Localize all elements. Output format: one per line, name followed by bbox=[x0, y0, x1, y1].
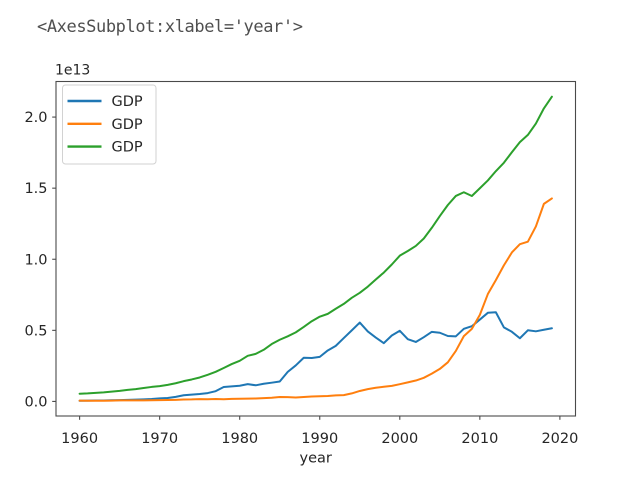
y-tick-label: 0.5 bbox=[24, 323, 47, 339]
x-axis-ticks: 1960 1970 1980 1990 2000 2010 2020 bbox=[61, 416, 578, 447]
x-tick-label: 1960 bbox=[61, 431, 98, 447]
legend-entry-label: GDP bbox=[112, 117, 143, 133]
x-tick-label: 1980 bbox=[221, 431, 258, 447]
y-tick-label: 1.5 bbox=[24, 181, 47, 197]
y-tick-label: 2.0 bbox=[24, 110, 47, 126]
axes-repr-text: <AxesSubplot:xlabel='year'> bbox=[37, 17, 303, 37]
y-axis-offset-label: 1e13 bbox=[55, 63, 90, 79]
gdp-series-line bbox=[78, 197, 553, 402]
y-tick-label: 1.0 bbox=[24, 252, 47, 268]
x-tick-label: 1970 bbox=[141, 431, 178, 447]
x-tick-label: 2000 bbox=[381, 431, 418, 447]
x-tick-label: 1990 bbox=[301, 431, 338, 447]
legend-entry-label: GDP bbox=[112, 140, 143, 156]
y-tick-label: 0.0 bbox=[24, 394, 47, 410]
y-axis-ticks: 0.0 0.5 1.0 1.5 2.0 bbox=[24, 110, 56, 410]
legend-entry-label: GDP bbox=[112, 94, 143, 110]
x-axis-label: year bbox=[300, 451, 332, 467]
x-tick-label: 2010 bbox=[461, 431, 498, 447]
legend: GDP GDP GDP bbox=[62, 84, 157, 165]
plot-area-border bbox=[55, 80, 577, 417]
x-tick-label: 2020 bbox=[541, 431, 578, 447]
series-lines bbox=[78, 95, 553, 402]
legend-frame bbox=[62, 84, 157, 165]
gdp-series-line bbox=[78, 95, 553, 395]
